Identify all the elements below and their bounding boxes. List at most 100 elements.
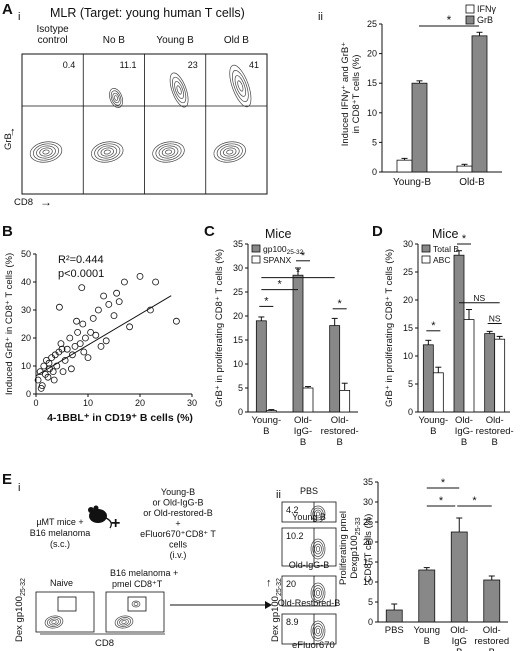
panel-a-i-y-axis: GrB	[3, 133, 14, 150]
contour-line	[315, 590, 321, 596]
panel-letter-b: B	[2, 223, 13, 240]
legend-label: IFNγ	[477, 4, 496, 14]
gate-percentage: 11.1	[120, 60, 137, 70]
scatter-point	[50, 376, 58, 384]
scatter-point	[92, 331, 100, 339]
bar	[292, 274, 304, 413]
y-tick-label: 0	[372, 167, 377, 177]
panel-letter-e: E	[2, 471, 12, 488]
bar	[302, 387, 314, 413]
regression-line	[35, 295, 172, 377]
y-tick-label: 5	[238, 383, 243, 393]
contour-line	[213, 141, 246, 163]
contour-line	[315, 511, 321, 517]
scatter-point	[57, 340, 65, 348]
y-tick-label: 5	[368, 597, 373, 607]
schematic-text: +	[175, 519, 180, 529]
significance-mark: *	[439, 495, 444, 507]
bar	[339, 389, 351, 413]
bar	[418, 569, 436, 623]
x-tick-label: 30	[187, 398, 197, 408]
category-label: B	[430, 426, 436, 437]
y-tick-label: 25	[363, 517, 373, 527]
bar	[385, 609, 403, 623]
y-tick-label: 25	[367, 19, 377, 29]
y-tick-label: 35	[363, 477, 373, 487]
contour-line	[121, 620, 127, 624]
panel-e-i-x-axis: CD8	[95, 638, 114, 649]
bar	[484, 333, 496, 413]
legend-swatch	[421, 255, 431, 264]
panel-d-title: Mice	[432, 227, 458, 241]
y-axis-label: GrB⁺ in proliferating CD8⁺ T cells (%)	[384, 249, 395, 407]
scatter-point	[59, 368, 67, 376]
gate-percentage: 8.9	[286, 617, 299, 627]
category-label: B	[300, 437, 306, 448]
legend-swatch	[251, 244, 261, 253]
panel-e-i-y-axis: Dex gp10025-32	[14, 578, 27, 642]
bar	[463, 319, 475, 413]
flow-frame	[281, 613, 337, 645]
y-tick-label: 20	[363, 537, 373, 547]
panel-b-r2: R²=0.444	[58, 254, 104, 266]
y-tick-label: 10	[233, 359, 243, 369]
column-label: Isotype	[37, 24, 70, 35]
scatter-point	[37, 384, 45, 392]
contour-line	[171, 76, 187, 104]
contour-line	[158, 145, 179, 159]
column-label: No B	[103, 35, 126, 46]
contour-line	[91, 141, 124, 163]
category-label: restored	[474, 636, 509, 647]
panel-b-pvalue: p<0.0001	[58, 268, 104, 280]
flow-plot-label: PBS	[300, 486, 318, 496]
category-label: Young-B	[393, 177, 431, 188]
scatter-point	[102, 337, 110, 345]
significance-mark: NS	[473, 293, 485, 303]
contour-line	[310, 620, 326, 642]
significance-mark: *	[301, 250, 306, 262]
panel-c-title: Mice	[265, 227, 291, 241]
significance-mark: *	[278, 279, 283, 291]
contour-line	[97, 145, 118, 159]
arrow-head-icon	[265, 601, 272, 609]
x-tick-label: 20	[135, 398, 145, 408]
significance-mark: *	[472, 495, 477, 507]
y-axis-label: Induced IFNγ⁺ and GrB⁺in CD8⁺T cells (%)	[340, 42, 362, 147]
y-tick-label: 20	[367, 49, 377, 59]
category-label: IgG-	[455, 426, 473, 437]
contour-line	[234, 75, 247, 97]
bar	[396, 159, 413, 173]
scatter-point	[115, 298, 123, 306]
scatter-point	[82, 334, 89, 342]
bar	[411, 82, 428, 173]
scatter-point	[95, 306, 102, 314]
contour-line	[114, 95, 119, 101]
x-axis-label: 4-1BBL⁺ in CD19⁺ B cells (%)	[47, 412, 193, 424]
scatter-point	[58, 345, 66, 353]
gate-percentage: 10.2	[286, 531, 304, 541]
contour-line	[315, 546, 321, 552]
panel-letter-a: A	[2, 1, 13, 18]
category-label: Old-	[455, 415, 473, 426]
legend-swatch	[251, 255, 261, 264]
category-label: B	[263, 426, 269, 437]
bar	[483, 579, 501, 623]
significance-mark: *	[431, 320, 436, 332]
gate-percentage: 20	[286, 579, 296, 589]
contour-line	[114, 615, 134, 629]
scatter-point	[69, 351, 76, 359]
gate-percentage: 4.2	[286, 505, 299, 515]
bar	[329, 325, 341, 413]
y-tick-label: 30	[363, 497, 373, 507]
y-tick-label: 40	[21, 277, 31, 287]
category-label: Old-	[294, 415, 312, 426]
flow-plot-label: Young B	[292, 512, 326, 522]
schematic-text: cells	[169, 540, 188, 550]
y-tick-label: 15	[367, 78, 377, 88]
scatter-point	[79, 320, 87, 328]
schematic-text: or Old-IgG-B	[152, 498, 203, 508]
y-tick-label: 25	[403, 267, 413, 277]
y-tick-label: 10	[367, 108, 377, 118]
scatter-point	[45, 359, 53, 367]
